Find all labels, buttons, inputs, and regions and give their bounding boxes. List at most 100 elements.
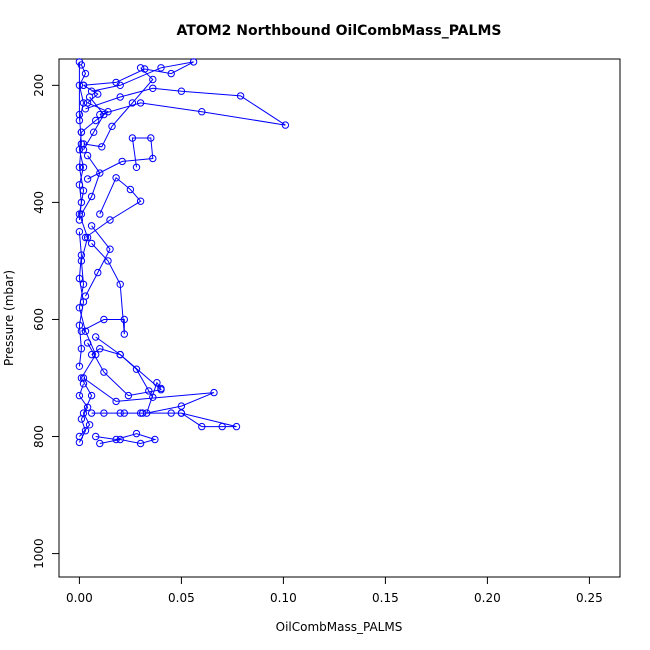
data-point bbox=[157, 386, 165, 394]
series-line bbox=[80, 155, 101, 215]
series-line bbox=[78, 383, 89, 443]
data-point bbox=[167, 69, 175, 78]
data-point bbox=[198, 422, 206, 431]
data-point bbox=[83, 403, 92, 411]
data-point bbox=[98, 143, 106, 151]
data-point bbox=[92, 432, 100, 441]
data-point bbox=[79, 380, 88, 388]
data-point bbox=[149, 84, 157, 93]
y-axis: 200 400 600 800 1000 bbox=[32, 74, 60, 569]
data-point bbox=[132, 163, 141, 172]
data-point bbox=[143, 409, 151, 417]
data-point bbox=[120, 330, 129, 338]
data-point bbox=[87, 239, 96, 248]
data-point bbox=[100, 368, 108, 376]
data-point bbox=[120, 409, 129, 417]
series-8 bbox=[83, 134, 157, 183]
data-point bbox=[141, 65, 149, 73]
x-tick-label: 0.05 bbox=[168, 591, 195, 605]
data-point bbox=[281, 121, 290, 129]
x-tick-label: 0.10 bbox=[270, 591, 297, 605]
data-point bbox=[116, 280, 124, 288]
data-point bbox=[124, 391, 133, 400]
data-point bbox=[87, 350, 96, 359]
data-point bbox=[87, 222, 96, 230]
data-point bbox=[106, 216, 114, 224]
data-point bbox=[77, 198, 86, 207]
data-point bbox=[112, 174, 120, 182]
data-point bbox=[77, 251, 86, 259]
data-point bbox=[126, 185, 135, 194]
chart-title: ATOM2 Northbound OilCombMass_PALMS bbox=[177, 23, 502, 39]
x-axis: 0.00 0.05 0.10 0.15 0.20 0.25 bbox=[66, 576, 603, 605]
data-point bbox=[120, 315, 129, 324]
data-point bbox=[83, 151, 92, 160]
series-2 bbox=[92, 429, 159, 448]
data-point bbox=[132, 365, 141, 373]
data-point bbox=[79, 163, 88, 172]
data-point bbox=[147, 134, 155, 142]
data-point bbox=[118, 157, 126, 166]
data-point bbox=[75, 321, 84, 329]
data-point bbox=[79, 99, 88, 107]
data-point bbox=[96, 210, 104, 218]
data-point bbox=[94, 268, 102, 277]
data-point bbox=[136, 99, 145, 107]
series-line bbox=[83, 61, 194, 92]
data-point bbox=[77, 345, 86, 353]
data-point bbox=[128, 134, 137, 142]
data-point bbox=[96, 169, 104, 177]
series-line bbox=[85, 225, 111, 297]
data-point bbox=[104, 257, 112, 265]
data-point bbox=[116, 435, 124, 444]
data-point bbox=[81, 292, 90, 300]
series-line bbox=[85, 176, 142, 238]
series-9 bbox=[79, 64, 157, 151]
y-tick-label: 200 bbox=[32, 74, 46, 97]
series-3 bbox=[87, 409, 241, 431]
series-10 bbox=[81, 84, 290, 129]
data-point bbox=[75, 163, 84, 172]
data-point bbox=[210, 388, 218, 397]
data-point bbox=[218, 422, 226, 431]
data-point bbox=[198, 108, 206, 116]
data-point bbox=[79, 146, 88, 154]
data-point bbox=[136, 439, 145, 448]
data-point bbox=[75, 146, 84, 154]
data-point bbox=[77, 210, 86, 218]
data-point bbox=[75, 438, 84, 447]
data-point bbox=[236, 92, 245, 100]
data-point bbox=[136, 197, 145, 205]
data-point bbox=[189, 58, 198, 66]
data-point bbox=[87, 192, 96, 201]
data-point bbox=[132, 429, 141, 438]
series-1 bbox=[75, 58, 100, 441]
data-point bbox=[81, 69, 90, 78]
series-line bbox=[78, 61, 97, 437]
series-13 bbox=[75, 380, 92, 447]
x-axis-label: OilCombMass_PALMS bbox=[276, 620, 403, 634]
data-point bbox=[177, 409, 186, 417]
data-point bbox=[75, 81, 84, 90]
series-line bbox=[83, 96, 105, 150]
x-tick-label: 0.25 bbox=[576, 591, 603, 605]
series-line bbox=[87, 336, 163, 397]
data-point bbox=[94, 90, 102, 98]
data-point bbox=[75, 274, 84, 283]
data-point bbox=[90, 128, 98, 136]
y-axis-label: Pressure (mbar) bbox=[2, 270, 16, 366]
data-point bbox=[128, 99, 137, 107]
data-point bbox=[116, 350, 124, 359]
data-point bbox=[77, 128, 86, 136]
data-point bbox=[232, 422, 241, 431]
data-point bbox=[85, 421, 94, 429]
data-point bbox=[79, 81, 88, 90]
data-point bbox=[83, 339, 92, 347]
data-point bbox=[87, 409, 96, 417]
series-19 bbox=[77, 151, 104, 218]
series-layer bbox=[75, 58, 290, 448]
data-point bbox=[108, 122, 116, 131]
series-line bbox=[95, 433, 157, 445]
data-point bbox=[100, 110, 108, 119]
